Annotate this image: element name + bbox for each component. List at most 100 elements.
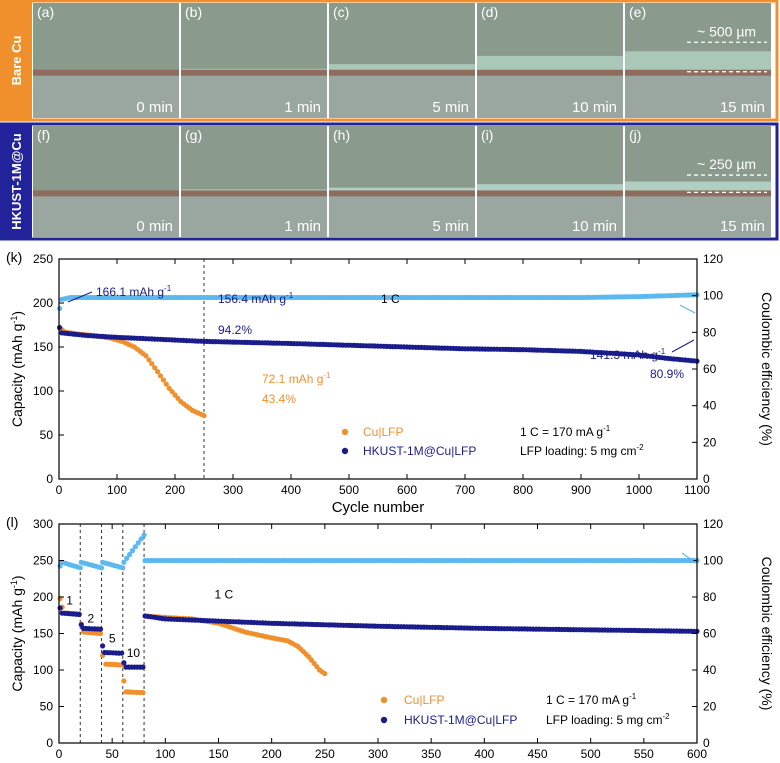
- chart-l-legend-hkust-label: HKUST-1M@Cu|LFP: [404, 713, 517, 727]
- chart-l-point: [57, 605, 63, 611]
- chart-k-loading-note: LFP loading: 5 mg cm-2: [520, 443, 644, 458]
- chart-l-ytick-label: 200: [33, 590, 53, 604]
- photo-lower: [181, 192, 327, 237]
- photo-lower: [477, 192, 623, 237]
- chart-l-y2tick-label: 100: [703, 554, 723, 568]
- chart-k-ylabel: Capacity (mAh g-1): [9, 311, 25, 427]
- chart-l-axes: 0 50 100 150 200 250 300 350 400 450 500 550 6000501…: [9, 517, 775, 761]
- chart-k-rate-definition: 1 C = 170 mA g-1: [520, 424, 611, 439]
- photo-lower: [33, 192, 179, 237]
- chart-l-point: [119, 650, 125, 656]
- chart-k-xtick-label: 100: [107, 483, 127, 497]
- chart-k-legend-cu-label: Cu|LFP: [363, 425, 403, 439]
- chart-k-ytick-label: 200: [33, 296, 53, 310]
- chart-l-xtick-label: 500: [581, 747, 601, 761]
- photo-row-frame: [0, 122, 779, 241]
- chart-k-y2tick-label: 0: [703, 472, 710, 486]
- photo-panel: (h) 5 min: [327, 126, 475, 237]
- chart-k-point: [160, 377, 166, 383]
- chart-l-xtick-label: 600: [687, 747, 707, 761]
- chart-l-point: [140, 664, 146, 670]
- photo-panel-tag: (f): [37, 127, 50, 143]
- chart-k-xtick-label: 800: [513, 483, 533, 497]
- photo-panel-tag: (e): [629, 4, 646, 20]
- photo-row-label-bar: [2, 125, 32, 238]
- chart-l-point: [100, 643, 106, 649]
- chart-l-point: [121, 559, 127, 565]
- chart-l-xtick-label: 150: [208, 747, 228, 761]
- photo-deposit-layer: [625, 181, 771, 191]
- chart-k-annotation-final-capacity: 141.3 mAh g-1: [590, 347, 666, 362]
- chart-k-xtick-label: 900: [571, 483, 591, 497]
- chart-l-xtick-label: 250: [315, 747, 335, 761]
- chart-k-xtick-label: 300: [223, 483, 243, 497]
- chart-l-ytick-label: 0: [46, 736, 53, 750]
- photo-row-label: Bare Cu: [9, 36, 24, 86]
- photo-lower: [477, 72, 623, 118]
- photo-panel: (b) 1 min: [179, 3, 327, 118]
- chart-k-annotation-cu-retention: 43.4%: [262, 392, 296, 406]
- photo-panel: (d) 10 min: [475, 3, 623, 118]
- photo-row-2: HKUST-1M@Cu (f) 0 min (g) 1 min (h) 5 min (i) 10…: [0, 122, 779, 241]
- photo-panel-tag: (h): [333, 127, 350, 143]
- photo-panel: (i) 10 min: [475, 126, 623, 237]
- photo-deposit-layer: [477, 55, 623, 70]
- photo-deposit-layer: [329, 187, 475, 191]
- chart-k-annotation-initial-capacity: 166.1 mAh g-1: [96, 284, 172, 299]
- chart-k-xtick-label: 1000: [626, 483, 653, 497]
- chart-l-y2tick-label: 20: [703, 700, 717, 714]
- photo-deposit-layer: [181, 189, 327, 191]
- photo-background: [329, 3, 475, 72]
- chart-k-marks: [57, 259, 700, 479]
- chart-l-point: [98, 565, 105, 571]
- chart-l-xtick-label: 50: [105, 747, 119, 761]
- chart-k-xtick-label: 500: [339, 483, 359, 497]
- chart-k-annotation-arrow-final: [671, 339, 695, 353]
- photo-panel: (g) 1 min: [179, 126, 327, 237]
- chart-k-annotation-cu-capacity: 72.1 mAh g-1: [262, 371, 331, 386]
- chart-l-loading-note: LFP loading: 5 mg cm-2: [546, 712, 670, 727]
- photo-panel-tag: (a): [37, 4, 54, 20]
- chart-k-ytick-label: 250: [33, 252, 53, 266]
- chart-l: (l) 0 50 100 150 200 250 300 350 400 450 500 550 600…: [6, 514, 775, 761]
- chart-k-annotation-250-capacity: 156.4 mAh g-1: [218, 291, 294, 306]
- photo-row-frame: [0, 0, 779, 122]
- chart-k-ytick-label: 0: [46, 472, 53, 486]
- chart-l-legend-cu-marker: [380, 696, 388, 704]
- photo-time-label: 1 min: [284, 218, 321, 235]
- photo-background: [33, 3, 179, 72]
- chart-k-point: [163, 381, 169, 387]
- chart-k-point: [201, 413, 207, 419]
- photo-deposit-layer: [329, 64, 475, 70]
- chart-l-xtick-label: 550: [634, 747, 654, 761]
- chart-k-point: [146, 357, 152, 363]
- chart-l-legend-cu-label: Cu|LFP: [404, 693, 444, 707]
- photo-panel: (f) 0 min: [33, 126, 179, 237]
- chart-k: (k) 0 100 200 300 400 500 600 700 800 900 1000 1100…: [6, 249, 775, 516]
- chart-l-point: [322, 671, 328, 677]
- photo-electrode-strip: [625, 69, 771, 76]
- chart-l-xtick-label: 450: [527, 747, 547, 761]
- chart-l-rate-label: 5: [109, 631, 116, 645]
- chart-l-point: [97, 630, 104, 637]
- chart-l-point: [97, 626, 104, 632]
- chart-k-annotation-final-retention: 80.9%: [650, 367, 684, 381]
- scale-label: ~ 500 µm: [697, 23, 756, 39]
- chart-l-point: [121, 678, 127, 684]
- photo-background: [329, 126, 475, 193]
- chart-k-xlabel: Cycle number: [332, 499, 425, 516]
- chart-k-xtick-label: 200: [165, 483, 185, 497]
- chart-k-series-hkust-1m-cu-lfp: [57, 325, 700, 364]
- chart-l-point: [124, 555, 130, 562]
- photo-panel-tag: (d): [481, 4, 498, 20]
- chart-l-ytick-label: 150: [33, 627, 53, 641]
- chart-l-y2label: Coulombic efficiency (%): [759, 557, 775, 711]
- chart-l-series-ce: [57, 532, 700, 571]
- photo-lower: [181, 72, 327, 118]
- photo-panel: (a) 0 min: [33, 3, 179, 118]
- photo-electrode-strip: [181, 69, 327, 76]
- chart-l-y2tick-label: 60: [703, 627, 717, 641]
- photo-panel-tag: (i): [481, 127, 493, 143]
- chart-k-point: [149, 361, 155, 367]
